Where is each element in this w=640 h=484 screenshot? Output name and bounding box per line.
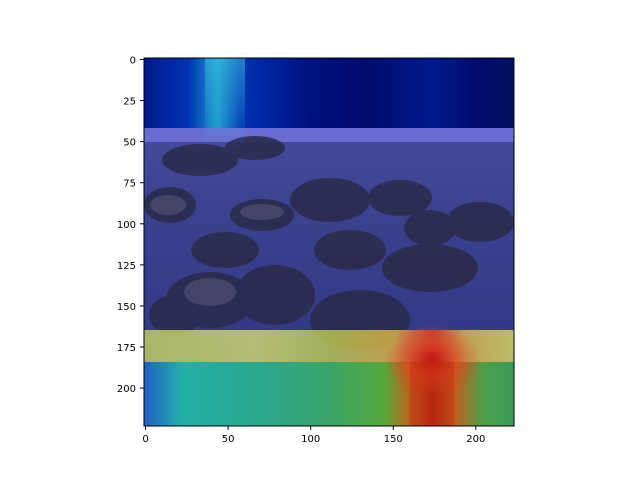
x-tick-label: 150: [384, 434, 403, 445]
y-tick-label: 25: [123, 97, 136, 108]
y-tick-label: 175: [117, 343, 136, 354]
y-tick-label: 100: [117, 220, 136, 231]
y-tick-label: 125: [117, 261, 136, 272]
y-axis-ticks: 0 25 50 75 100 125 150 175 200: [117, 56, 144, 395]
y-tick-label: 200: [117, 384, 136, 395]
x-tick-label: 50: [222, 434, 235, 445]
y-tick-label: 0: [130, 56, 136, 67]
y-tick-label: 75: [123, 179, 136, 190]
axes-frame: [143, 57, 515, 427]
y-tick-label: 50: [123, 138, 136, 149]
heatmap-image: [144, 58, 514, 426]
x-tick-label: 100: [301, 434, 320, 445]
y-tick-label: 150: [117, 302, 136, 313]
x-tick-label: 200: [466, 434, 485, 445]
x-tick-label: 0: [142, 434, 148, 445]
x-axis-ticks: 0 50 100 150 200: [142, 426, 485, 445]
